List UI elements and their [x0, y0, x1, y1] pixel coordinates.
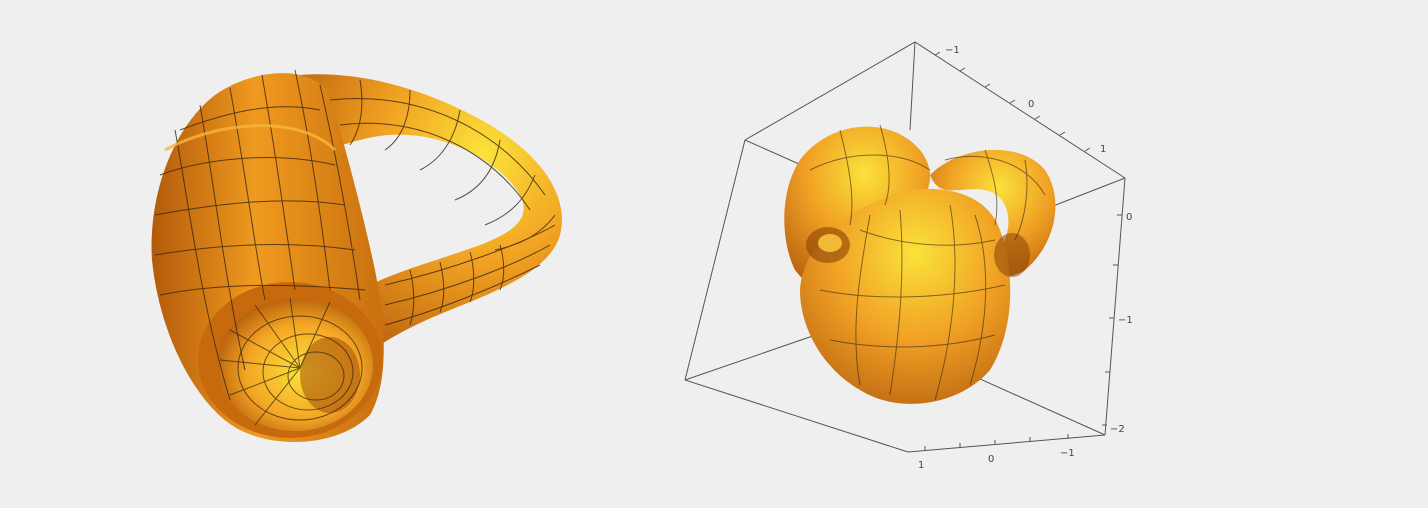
- tick-label-right-3: −2: [1110, 424, 1125, 435]
- opening-mesh: [219, 297, 363, 426]
- tick-label-bottom-3: −1: [1060, 448, 1075, 459]
- knot-hole-right: [994, 233, 1030, 277]
- bottom-axis-labels: 1 0 −1: [918, 448, 1075, 471]
- tube-mesh: [154, 69, 556, 401]
- tick-label-right-1: 0: [1126, 212, 1132, 223]
- tube-seam: [164, 124, 337, 152]
- tick-label-right-2: −1: [1118, 315, 1133, 326]
- tube-back-loop: [300, 74, 562, 345]
- tick-label-bottom-2: 0: [988, 454, 994, 465]
- knotted-tube: [784, 124, 1056, 404]
- knot-main-body: [800, 188, 1011, 404]
- knot-mesh: [809, 124, 1046, 401]
- knot-hole-left-inner: [818, 234, 842, 252]
- top-axis-labels: −1 0 1: [945, 45, 1106, 155]
- axis-ticks: [924, 51, 1122, 451]
- tick-label-bottom-1: 1: [918, 460, 924, 471]
- tick-label-top-3: 1: [1100, 144, 1106, 155]
- tick-label-top-2: 0: [1028, 99, 1034, 110]
- tube-surface: [151, 69, 562, 442]
- tick-label-top-1: −1: [945, 45, 960, 56]
- right-axis-labels: 0 −1 −2: [1110, 212, 1133, 435]
